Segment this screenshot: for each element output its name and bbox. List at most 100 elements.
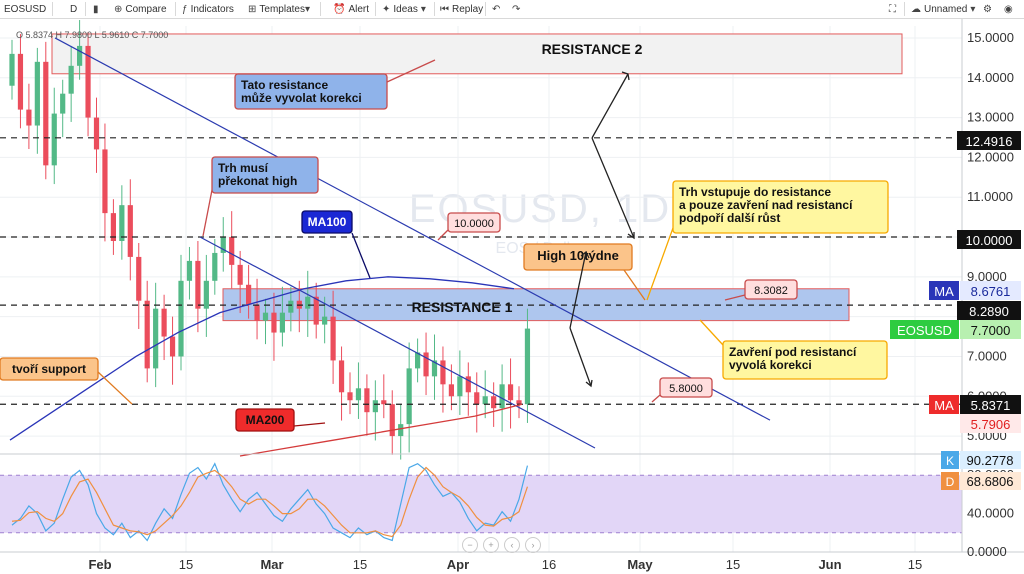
candle-body [43,61,49,166]
note-resistance-korekce-box [234,73,388,110]
toolbar: EOSUSD D ▮ ⊕ Compare ƒ Indicators ⊞ Templat… [0,0,1024,19]
note-arrow [699,319,724,346]
camera-icon: ◉ [1004,4,1013,15]
candle-body [474,392,480,405]
tag-8-3082: 8.3082 [754,285,788,297]
candle-body [431,360,438,377]
alert-button[interactable]: ⏰ Alert [333,3,369,16]
candle-body [119,205,125,241]
candle-body [322,316,328,325]
note-zavreni-pod-box [722,340,888,380]
candle-body [516,400,522,405]
alert-label: Alert [348,4,370,15]
price-label-box [960,320,1021,339]
ideas-label: Ideas [393,4,418,15]
symbol-search[interactable]: EOSUSD [4,4,47,15]
candle-body [178,280,184,357]
note-high-10tydne-box [523,243,633,271]
scroll-right-button[interactable]: › [525,537,541,553]
zoom-in-button[interactable]: + [483,537,499,553]
candle-body [482,396,488,405]
candle-body [499,384,505,409]
ideas-button[interactable]: ✦ Ideas ▾ [382,3,429,16]
price-label: 8.2890 [969,304,1009,319]
y-tick-label: 9.0000 [967,269,1007,284]
toolbar-divider [320,2,321,16]
ma200-tag: MA200 [246,413,285,427]
zones: RESISTANCE 2 RESISTANCE 1 [51,33,903,322]
candle-body [330,316,336,361]
tag-8-3082-box [744,279,798,300]
indicators-label: Indicators [190,4,234,15]
toolbar-divider [375,2,376,16]
x-tick-label: Apr [447,557,469,572]
arrowhead [585,379,593,388]
candle-body [381,400,387,405]
indicators-button[interactable]: ƒ Indicators [182,3,234,16]
price-label: MA [934,398,954,413]
candle-body [85,45,91,118]
candle-body [288,300,294,313]
candle-body [237,264,243,285]
price-label-box [957,301,1021,320]
chart-navigation: − + ‹ › [462,537,546,553]
ma100-tag: MA100 [308,215,347,229]
interval-button[interactable]: D [70,4,78,15]
scroll-left-button[interactable]: ‹ [504,537,520,553]
candle-body [127,205,133,257]
candle-body [60,93,66,114]
settings-button[interactable]: ⚙ [983,3,995,16]
stoch-d-line [11,466,529,538]
trendline-upper [54,37,771,421]
candle-body [246,284,252,305]
note-resistance-korekce: může vyvolat korekci [241,91,362,105]
note-arrow [437,229,449,241]
level-10-tag-box [447,212,501,233]
candle-body [347,392,353,401]
templates-button[interactable]: ⊞ Templates [248,3,305,16]
snapshot-button[interactable]: ◉ [1004,3,1016,16]
replay-button[interactable]: ⏮ Replay [440,3,483,16]
stoch-tag: D [946,475,955,489]
candle-body [364,388,370,413]
candle-body [372,400,378,413]
compare-button[interactable]: ⊕ Compare [114,3,167,16]
templates-dropdown[interactable]: ▾ [305,3,313,16]
price-label: EOSUSD [897,323,952,338]
fullscreen-button[interactable]: ⛶ [889,3,899,16]
note-vstupuje-resistance-box [672,180,889,234]
candle-body [524,328,531,405]
candle-body [212,252,218,281]
x-tick-label: May [627,557,653,572]
y-tick-label: 13.0000 [967,110,1014,125]
tag-5-8000: 5.8000 [669,383,703,395]
candle-body [220,237,226,253]
undo-button[interactable]: ↶ [492,3,503,16]
undo-icon: ↶ [492,4,501,15]
toolbar-divider [904,2,905,16]
candle-body [9,53,15,86]
redo-button[interactable]: ↷ [512,3,523,16]
chevron-down-icon: ▾ [420,4,426,15]
candle-body [491,396,497,409]
candle-body [465,376,471,393]
price-chart[interactable]: RESISTANCE 2 RESISTANCE 1 15.0000 14.0000 1… [0,19,1024,574]
bar-style-button[interactable]: ▮ [93,3,102,16]
templates-icon: ⊞ [248,4,257,15]
stoch-tag: K [946,454,954,468]
candle-body [440,360,446,385]
price-label-box [929,281,959,300]
note-arrow [293,422,326,427]
toolbar-divider [175,2,176,16]
note-vstupuje-resistance: a pouze zavření nad resistancí [679,198,853,212]
layout-button[interactable]: ☁ Unnamed ▾ [911,3,978,16]
price-label-box [960,395,1021,414]
candle-body [110,213,116,241]
overlay-lines [0,37,962,457]
zoom-out-button[interactable]: − [462,537,478,553]
note-prekonat-high-box [211,156,319,194]
note-arrow [623,269,646,301]
ohlc-readout: O 5.8374 H 7.9800 L 5.9610 C 7.7000 [16,30,169,40]
stoch-tag-box [941,472,959,490]
